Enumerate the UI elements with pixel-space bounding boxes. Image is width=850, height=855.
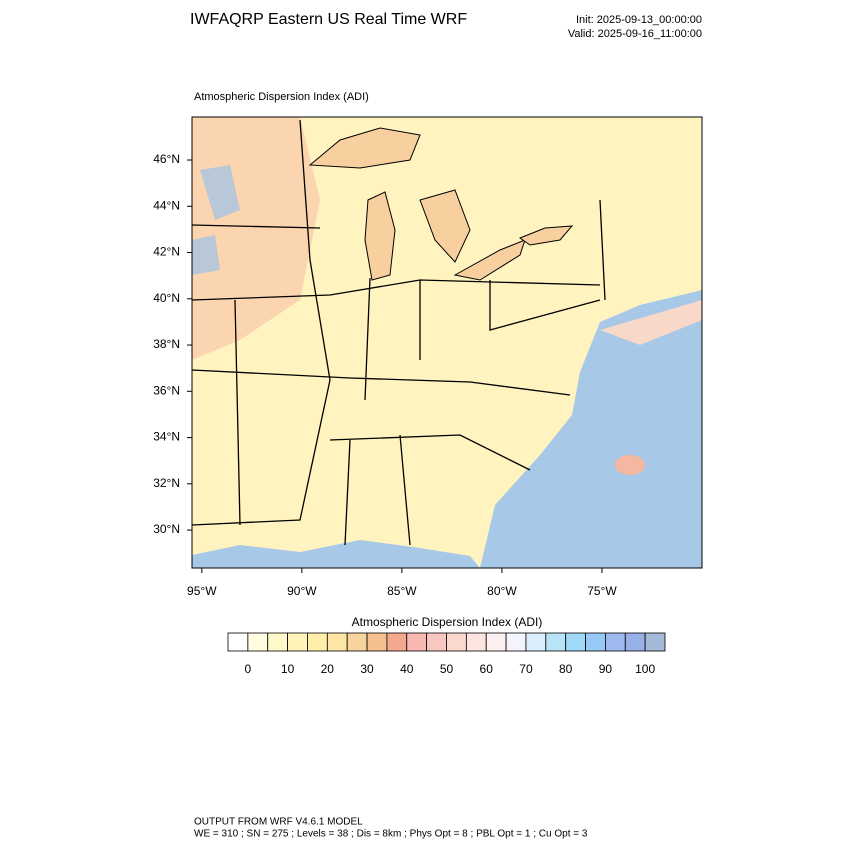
gulf bbox=[192, 540, 480, 568]
x-tick-label: 85°W bbox=[387, 584, 417, 598]
colorbar-box bbox=[545, 632, 567, 652]
ocean-spot bbox=[615, 455, 645, 475]
colorbar-tick-label: 50 bbox=[440, 662, 454, 676]
colorbar-tick-label: 40 bbox=[400, 662, 414, 676]
colorbar: 0 10 20 30 40 50 60 70 80 90 100 bbox=[227, 632, 666, 676]
y-tick-label: 46°N bbox=[153, 152, 180, 166]
colorbar-tick-label: 90 bbox=[599, 662, 613, 676]
init-time: Init: 2025-09-13_00:00:00 bbox=[576, 14, 702, 26]
x-tick-label: 75°W bbox=[587, 584, 617, 598]
colorbar-box bbox=[465, 632, 487, 652]
colorbar-box bbox=[505, 632, 527, 652]
map-frame bbox=[191, 116, 703, 569]
map bbox=[191, 116, 703, 569]
colorbar-box bbox=[485, 632, 507, 652]
lake-huron bbox=[419, 189, 471, 263]
colorbar-box bbox=[585, 632, 606, 652]
colorbar-tick-label: 80 bbox=[559, 662, 573, 676]
colorbar-box bbox=[426, 632, 447, 652]
colorbar-box bbox=[227, 632, 249, 652]
y-tick-label: 36°N bbox=[153, 383, 180, 397]
ocean bbox=[480, 290, 702, 568]
colorbar-tick-label: 20 bbox=[321, 662, 335, 676]
colorbar-box bbox=[525, 632, 547, 652]
footer-line: OUTPUT FROM WRF V4.6.1 MODEL bbox=[194, 817, 363, 828]
y-tick-label: 44°N bbox=[153, 198, 180, 212]
y-tick-label: 34°N bbox=[153, 430, 180, 444]
y-tick-label: 32°N bbox=[153, 476, 180, 490]
state-lines bbox=[191, 119, 606, 546]
lake-michigan bbox=[364, 191, 396, 281]
colorbar-box bbox=[287, 632, 308, 652]
colorbar-title: Atmospheric Dispersion Index (ADI) bbox=[352, 615, 543, 629]
colorbar-box bbox=[307, 632, 328, 652]
x-tick-label: 90°W bbox=[287, 584, 317, 598]
y-tick-label: 30°N bbox=[153, 522, 180, 536]
colorbar-box bbox=[565, 632, 586, 652]
colorbar-tick-label: 0 bbox=[245, 662, 252, 676]
low-adi-region bbox=[192, 235, 220, 275]
colorbar-box bbox=[366, 632, 388, 652]
lake-erie bbox=[453, 239, 526, 281]
colorbar-box bbox=[326, 632, 348, 652]
lake-ontario bbox=[518, 225, 574, 246]
x-tick-label: 95°W bbox=[187, 584, 217, 598]
colorbar-box bbox=[386, 632, 408, 652]
ocean-band bbox=[600, 300, 702, 345]
colorbar-box bbox=[346, 632, 368, 652]
footer-line: WE = 310 ; SN = 275 ; Levels = 38 ; Dis … bbox=[194, 829, 588, 840]
colorbar-tick-label: 60 bbox=[480, 662, 494, 676]
colorbar-box bbox=[406, 632, 428, 652]
x-tick-label: 80°W bbox=[487, 584, 517, 598]
colorbar-box bbox=[247, 632, 269, 652]
colorbar-box bbox=[446, 632, 467, 652]
y-tick-label: 42°N bbox=[153, 245, 180, 259]
colorbar-box bbox=[644, 632, 666, 652]
colorbar-box bbox=[624, 632, 646, 652]
title: IWFAQRP Eastern US Real Time WRF bbox=[190, 11, 467, 28]
colorbar-tick-label: 100 bbox=[635, 662, 655, 676]
colorbar-tick-label: 30 bbox=[360, 662, 374, 676]
lake-superior bbox=[308, 127, 421, 169]
y-tick-label: 38°N bbox=[153, 337, 180, 351]
y-tick-label: 40°N bbox=[153, 291, 180, 305]
colorbar-tick-label: 10 bbox=[281, 662, 295, 676]
valid-time: Valid: 2025-09-16_11:00:00 bbox=[568, 28, 702, 40]
colorbar-box bbox=[605, 632, 626, 652]
map-label: Atmospheric Dispersion Index (ADI) bbox=[194, 91, 369, 103]
colorbar-tick-label: 70 bbox=[519, 662, 533, 676]
colorbar-box bbox=[267, 632, 288, 652]
low-adi-region bbox=[200, 165, 240, 220]
